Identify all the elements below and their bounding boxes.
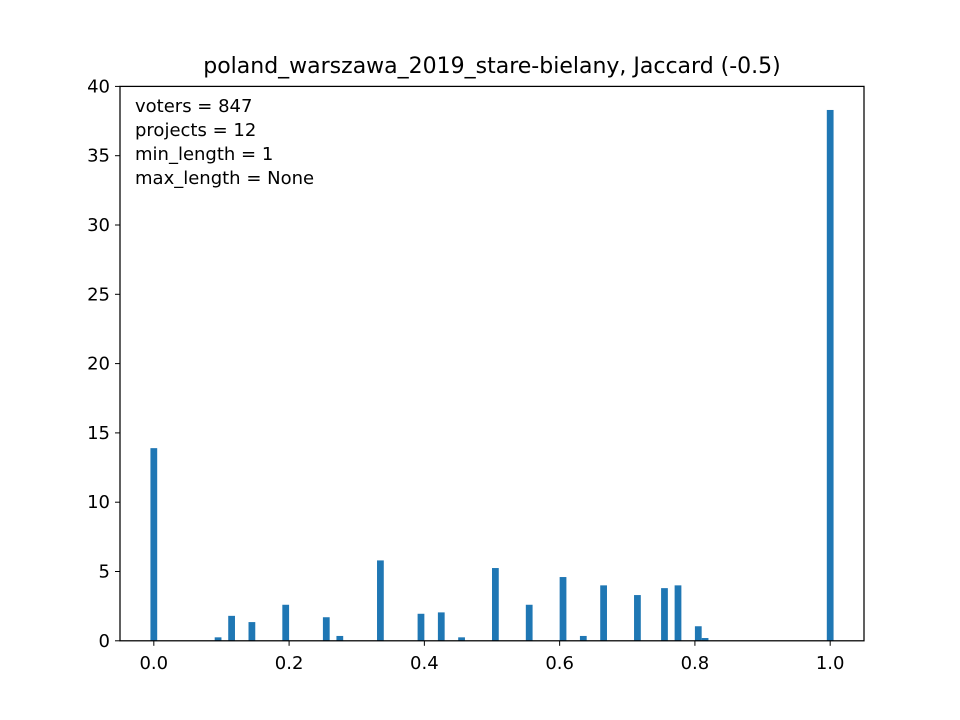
y-axis: 0 5 10 15 20 25 30 35 40 [87,76,120,652]
bar-2 [228,615,235,641]
bar-14 [579,635,587,641]
x-axis: 0.0 0.2 0.4 0.6 0.8 1.0 [139,640,845,674]
bar-15 [600,585,607,641]
bar-7 [377,560,384,641]
bar-10 [458,637,465,641]
y-tick-label: 35 [87,146,110,167]
bar-20 [701,638,709,641]
x-tick-label: 0.0 [139,653,168,674]
x-tick-label: 0.8 [681,653,710,674]
x-tick-label: 1.0 [816,653,845,674]
bar-1 [214,637,222,641]
annotation-box: voters = 847 projects = 12 min_length = 1 m… [135,96,314,189]
y-tick-label: 15 [87,423,110,444]
x-tick-label: 0.4 [410,653,439,674]
bar-11 [492,568,499,641]
annotation-line: max_length = None [135,168,314,189]
bar-5 [322,617,330,641]
x-tick-label: 0.2 [275,653,304,674]
y-tick-label: 30 [87,215,110,236]
y-tick-label: 5 [99,562,110,583]
bars-group [150,109,834,641]
bar-17 [661,588,668,641]
y-tick-label: 25 [87,284,110,305]
plot-frame [119,85,865,642]
bar-0 [150,448,158,641]
y-tick-label: 0 [99,631,110,652]
bar-16 [634,595,641,641]
annotation-line: min_length = 1 [135,144,273,165]
bar-8 [417,613,425,641]
bar-3 [248,622,256,641]
bar-19 [694,626,702,641]
bar-9 [437,612,445,641]
bar-13 [559,577,567,641]
x-tick-label: 0.6 [545,653,574,674]
y-tick-label: 10 [87,492,110,513]
y-tick-label: 20 [87,354,110,375]
bar-21 [826,109,834,641]
y-tick-label: 40 [87,76,110,97]
bar-18 [674,585,682,641]
chart-title: poland_warszawa_2019_stare-bielany, Jacc… [203,54,781,79]
annotation-line: voters = 847 [135,96,252,117]
annotation-line: projects = 12 [135,120,256,141]
bar-4 [282,604,290,641]
bar-6 [336,635,344,641]
bar-12 [525,604,533,641]
